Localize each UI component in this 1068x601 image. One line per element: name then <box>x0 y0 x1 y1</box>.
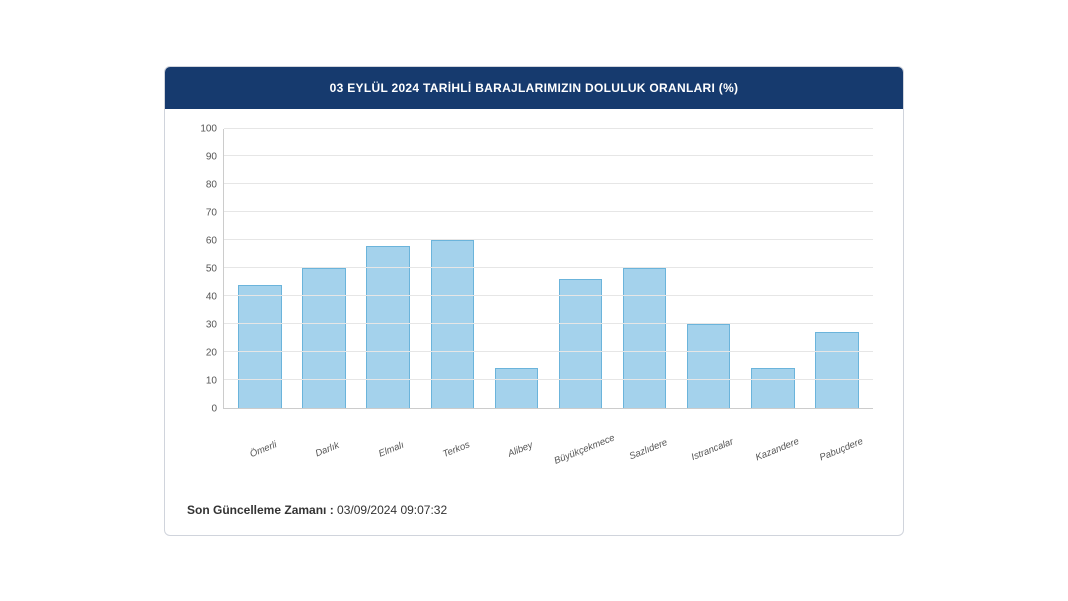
x-axis-labels: ÖmerliDarlıkElmalıTerkosAlibeyBüyükçekme… <box>223 439 873 479</box>
bar-column <box>228 129 292 408</box>
bar <box>815 332 859 407</box>
grid-line <box>224 295 873 296</box>
chart-area: 0 10 20 30 40 50 60 70 80 90 100 ÖmerliDarlıkElmal… <box>165 109 903 489</box>
bar-column <box>484 129 548 408</box>
grid-line <box>224 323 873 324</box>
grid-line <box>224 211 873 212</box>
bar <box>302 268 346 408</box>
bar-column <box>420 129 484 408</box>
bar-column <box>613 129 677 408</box>
bar <box>238 285 282 408</box>
y-tick: 40 <box>206 291 217 302</box>
grid-line <box>224 379 873 380</box>
grid-line <box>224 239 873 240</box>
bar-column <box>741 129 805 408</box>
bar-column <box>356 129 420 408</box>
bar <box>366 246 410 408</box>
y-tick: 60 <box>206 235 217 246</box>
bar-column <box>548 129 612 408</box>
y-tick: 0 <box>211 403 217 414</box>
bar <box>751 368 795 407</box>
chart-plot-container: 0102030405060708090100 <box>195 129 873 439</box>
y-tick: 20 <box>206 347 217 358</box>
grid-line <box>224 267 873 268</box>
bar-column <box>677 129 741 408</box>
bar <box>623 268 667 408</box>
bar <box>687 324 731 408</box>
y-tick: 80 <box>206 179 217 190</box>
y-tick: 50 <box>206 263 217 274</box>
bar <box>495 368 539 407</box>
plot-area <box>223 129 873 409</box>
bar-column <box>805 129 869 408</box>
footer: Son Güncelleme Zamanı : 03/09/2024 09:07… <box>165 489 903 535</box>
update-time-label: Son Güncelleme Zamanı : <box>187 503 334 517</box>
y-axis: 0102030405060708090100 <box>195 129 223 409</box>
y-tick: 100 <box>200 123 217 134</box>
grid-line <box>224 128 873 129</box>
chart-card: 03 EYLÜL 2024 TARİHLİ BARAJLARIMIZIN DOL… <box>164 66 904 536</box>
grid-line <box>224 351 873 352</box>
bar-column <box>292 129 356 408</box>
bars-container <box>224 129 873 408</box>
y-tick: 10 <box>206 375 217 386</box>
grid-line <box>224 155 873 156</box>
chart-title: 03 EYLÜL 2024 TARİHLİ BARAJLARIMIZIN DOL… <box>165 67 903 109</box>
y-tick: 70 <box>206 207 217 218</box>
bar <box>559 279 603 407</box>
y-tick: 90 <box>206 151 217 162</box>
grid-line <box>224 183 873 184</box>
update-time-value: 03/09/2024 09:07:32 <box>337 503 447 517</box>
y-tick: 30 <box>206 319 217 330</box>
